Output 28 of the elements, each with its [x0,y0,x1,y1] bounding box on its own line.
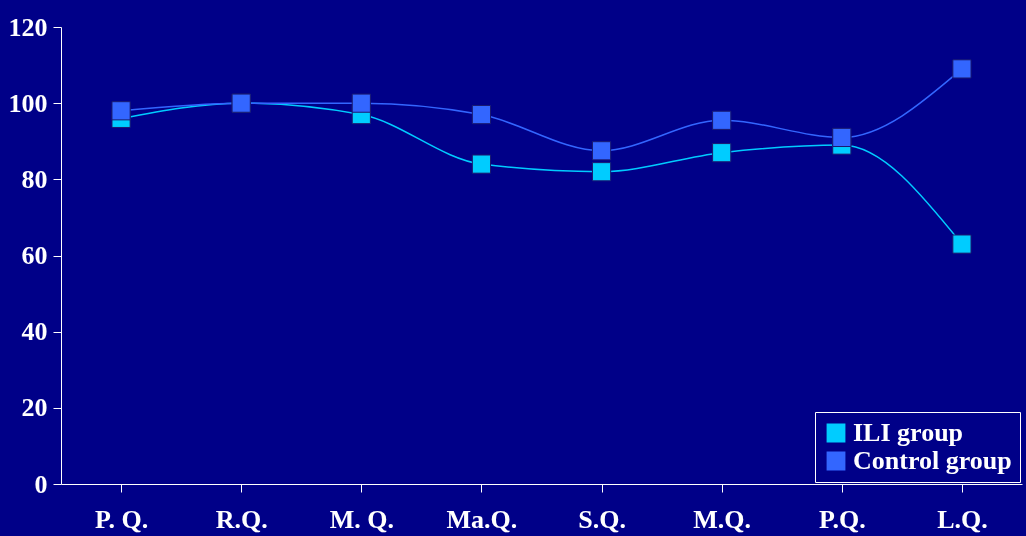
point [591,162,612,182]
point [471,154,492,174]
point [351,93,371,113]
point [952,59,972,79]
x-tick-label: R.Q. [215,504,268,534]
x-tick-label: P.Q. [818,504,866,534]
x-tick-label: Ma.Q. [446,504,518,534]
legend-label: Control group [853,446,1012,475]
x-tick-label: L.Q. [937,504,988,534]
y-tick-label: 100 [8,88,48,118]
point [952,234,972,254]
legend-label: ILI group [853,418,964,447]
y-tick-label: 0 [34,469,48,499]
x-tick-label: M. Q. [329,504,394,534]
y-tick-label: 60 [21,241,48,270]
x-tick-label: S.Q. [578,504,626,534]
y-tick-label: 40 [21,317,48,347]
point [712,143,732,163]
y-tick-label: 20 [21,393,48,423]
point [591,141,612,161]
y-tick-label: 80 [21,164,48,194]
x-tick-label: P. Q. [94,504,149,534]
point [471,105,492,125]
point [832,127,852,148]
x-tick-label: M.Q. [693,504,752,534]
point [712,110,732,130]
point [111,101,131,121]
y-tick-label: 120 [8,12,48,42]
